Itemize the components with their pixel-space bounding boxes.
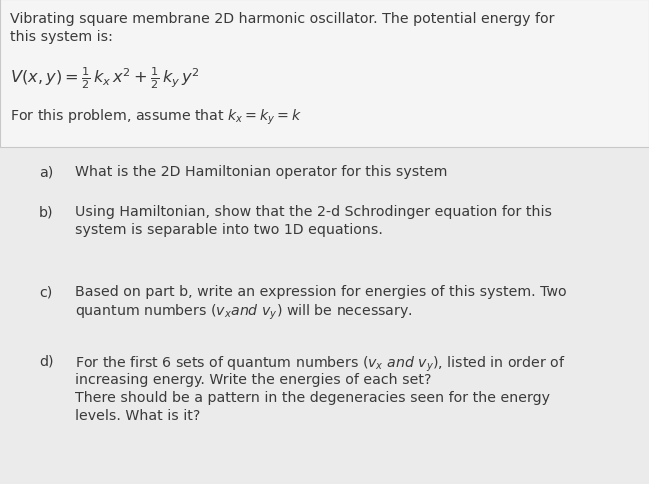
Text: Vibrating square membrane 2D harmonic oscillator. The potential energy for: Vibrating square membrane 2D harmonic os… — [10, 12, 554, 26]
Text: c): c) — [39, 285, 52, 298]
Text: this system is:: this system is: — [10, 30, 113, 44]
Text: b): b) — [39, 205, 53, 219]
FancyBboxPatch shape — [0, 0, 649, 148]
Text: increasing energy. Write the energies of each set?: increasing energy. Write the energies of… — [75, 372, 431, 386]
Text: quantum numbers ($v_x$$\it{and}$ $v_y$) will be necessary.: quantum numbers ($v_x$$\it{and}$ $v_y$) … — [75, 302, 412, 322]
Text: There should be a pattern in the degeneracies seen for the energy: There should be a pattern in the degener… — [75, 390, 550, 404]
Text: Using Hamiltonian, show that the 2-d Schrodinger equation for this: Using Hamiltonian, show that the 2-d Sch… — [75, 205, 552, 219]
Text: levels. What is it?: levels. What is it? — [75, 408, 200, 422]
Text: a): a) — [39, 165, 53, 179]
Text: $V(x,y) = \frac{1}{2}\, k_x\, x^2 + \frac{1}{2}\, k_y\, y^2$: $V(x,y) = \frac{1}{2}\, k_x\, x^2 + \fra… — [10, 65, 200, 91]
Text: Based on part b, write an expression for energies of this system. Two: Based on part b, write an expression for… — [75, 285, 567, 298]
Text: What is the 2D Hamiltonian operator for this system: What is the 2D Hamiltonian operator for … — [75, 165, 447, 179]
Text: For the first 6 sets of quantum numbers ($v_x$ $\it{and}$ $v_y$), listed in orde: For the first 6 sets of quantum numbers … — [75, 354, 565, 374]
Text: system is separable into two 1D equations.: system is separable into two 1D equation… — [75, 223, 382, 237]
Text: d): d) — [39, 354, 53, 368]
Text: For this problem, assume that $k_x = k_y = k$: For this problem, assume that $k_x = k_y… — [10, 108, 301, 127]
